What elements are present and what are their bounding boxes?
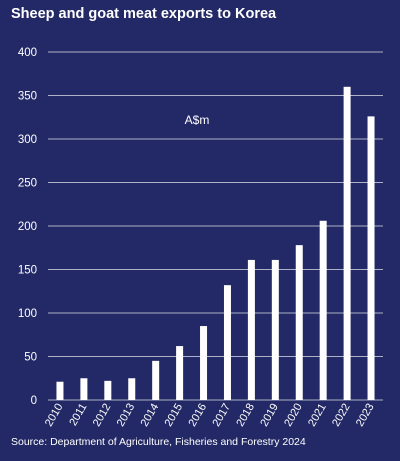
bar [367, 116, 375, 400]
bar [200, 326, 208, 400]
x-tick-label: 2021 [306, 402, 329, 429]
x-tick-label: 2014 [139, 402, 162, 429]
y-tick-label: 100 [18, 308, 37, 320]
bar [295, 245, 303, 400]
y-tick-label: 150 [18, 265, 37, 277]
y-tick-label: 300 [18, 134, 37, 146]
bar [343, 86, 351, 401]
x-tick-label: 2019 [258, 402, 281, 429]
bar [104, 380, 112, 400]
bar [247, 259, 255, 400]
chart-source: Source: Department of Agriculture, Fishe… [11, 436, 306, 448]
y-tick-label: 200 [18, 221, 37, 233]
x-tick-label: 2011 [67, 402, 89, 428]
bar [152, 360, 160, 400]
y-tick-label: 0 [31, 395, 37, 407]
chart-title: Sheep and goat meat exports to Korea [11, 6, 277, 22]
bar [56, 381, 64, 400]
bar [80, 378, 88, 400]
x-tick-label: 2022 [330, 402, 353, 429]
bar [319, 220, 327, 400]
x-tick-label: 2012 [91, 402, 114, 429]
bar [271, 259, 279, 400]
x-tick-label: 2010 [43, 402, 66, 429]
bar [176, 346, 184, 400]
bar [223, 285, 231, 400]
x-tick-label: 2015 [163, 402, 186, 429]
unit-label: A$m [185, 113, 210, 127]
x-tick-label: 2013 [115, 402, 138, 429]
y-tick-label: 50 [24, 352, 37, 364]
bar [128, 378, 136, 400]
x-tick-label: 2017 [210, 402, 233, 429]
x-tick-label: 2018 [234, 402, 257, 429]
x-tick-label: 2020 [282, 402, 305, 429]
x-tick-label: 2016 [186, 402, 209, 429]
y-tick-label: 400 [18, 47, 37, 59]
y-tick-label: 350 [18, 91, 37, 103]
y-tick-label: 250 [18, 178, 37, 190]
x-tick-label: 2023 [354, 402, 377, 429]
